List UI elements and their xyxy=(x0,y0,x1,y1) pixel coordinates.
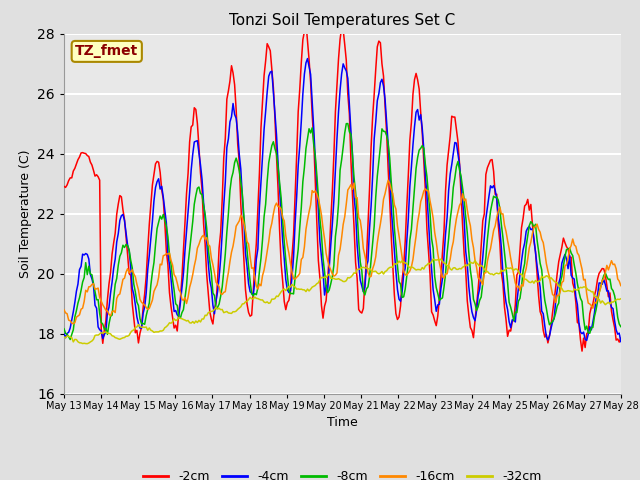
Legend: -2cm, -4cm, -8cm, -16cm, -32cm: -2cm, -4cm, -8cm, -16cm, -32cm xyxy=(138,465,547,480)
Y-axis label: Soil Temperature (C): Soil Temperature (C) xyxy=(19,149,31,278)
Title: Tonzi Soil Temperatures Set C: Tonzi Soil Temperatures Set C xyxy=(229,13,456,28)
Text: TZ_fmet: TZ_fmet xyxy=(75,44,138,59)
X-axis label: Time: Time xyxy=(327,416,358,429)
